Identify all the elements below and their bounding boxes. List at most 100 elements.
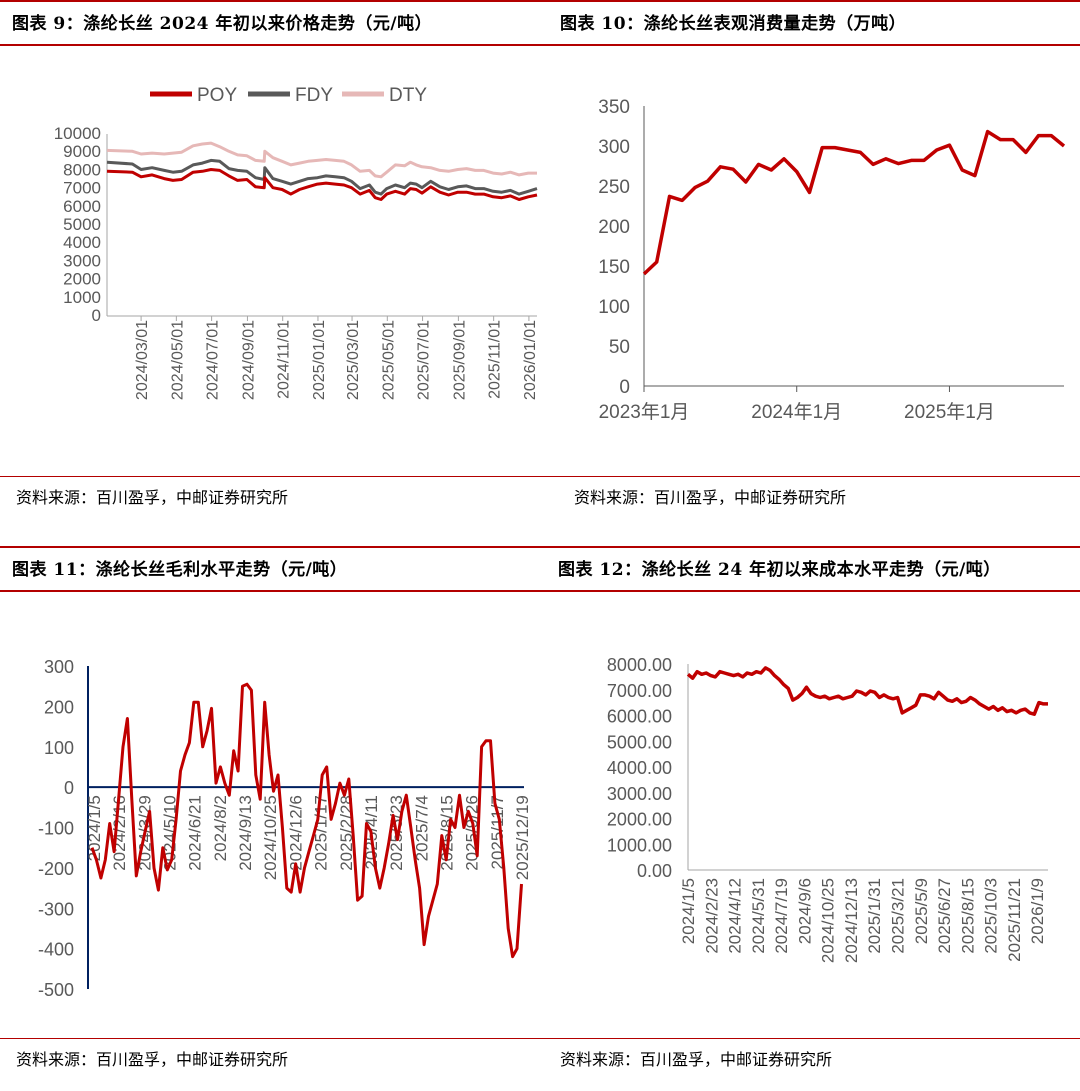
y-tick-label: 7000.00 [607,681,672,701]
y-tick-label: -100 [38,819,74,839]
y-tick-label: -400 [38,940,74,960]
top-rule [540,0,1080,2]
panel-consumption-trend: 图表 10：涤纶长丝表观消费量走势（万吨） 350 300 250 200 150 100… [540,0,1080,545]
y-tick-label: 8000.00 [607,655,672,675]
x-tick-label: 2023年1月 [599,401,690,423]
top-rule [540,546,1080,548]
y-tick-label: 0 [64,778,74,798]
chart-title: 图表 9：涤纶长丝 2024 年初以来价格走势（元/吨） [12,4,432,44]
series-line [644,132,1064,274]
y-tick-label: -200 [38,859,74,879]
x-tick-label: 2024/10/25 [261,795,280,880]
bottom-rule [0,476,540,477]
legend-label-poy: POY [197,85,237,106]
y-tick-label: 8000 [63,160,101,179]
x-tick-label: 2025/07/01 [416,320,433,400]
y-tick-label: 9000 [63,142,101,161]
y-tick-label: 1000 [63,288,101,307]
y-tick-label: 1000.00 [607,835,672,855]
bottom-rule [0,1038,540,1039]
y-tick-label: 50 [609,337,630,358]
x-tick-label: 2025/01/01 [311,320,328,400]
x-tick-label: 2025/5/9 [912,878,931,944]
x-tick-label: 2024年1月 [751,401,842,423]
legend-label-fdy: FDY [295,85,333,106]
y-tick-label: 0 [92,306,101,325]
source-note: 资料来源：百川盈孚，中邮证券研究所 [16,484,288,508]
cost-line-chart: 8000.00 7000.00 6000.00 5000.00 4000.00 3000.… [540,592,1080,1042]
y-tick-label: 3000 [63,251,101,270]
y-tick-label: -300 [38,899,74,919]
source-note: 资料来源：百川盈孚，中邮证券研究所 [560,1046,832,1070]
x-tick-label: 2025/11/01 [487,320,504,399]
y-tick-label: 6000 [63,197,101,216]
x-tick-label: 2024/10/25 [819,878,838,963]
y-tick-label: 6000.00 [607,707,672,727]
price-line-chart: 1000090008000700060005000400030002000100… [0,46,540,476]
x-tick-label: 2025年1月 [904,401,995,423]
x-tick-label: 2025/10/3 [982,878,1001,954]
top-rule [0,0,540,2]
y-tick-label: 200 [598,217,630,238]
y-tick-label: 5000 [63,215,101,234]
panel-cost-trend: 图表 12：涤纶长丝 24 年初以来成本水平走势（元/吨） 8000.00 700… [540,546,1080,1091]
y-tick-label: 200 [44,697,74,717]
x-tick-label: 2024/4/12 [726,878,745,954]
y-tick-label: 2000 [63,270,101,289]
x-tick-label: 2024/9/13 [236,795,255,871]
bottom-rule [540,476,1080,477]
bottom-rule [540,1038,1080,1039]
y-tick-label: 10000 [54,124,101,143]
x-tick-label: 2024/12/6 [286,795,305,871]
y-tick-label: 250 [598,177,630,198]
x-tick-label: 2024/07/01 [205,320,222,400]
x-tick-label: 2024/7/19 [772,878,791,954]
y-tick-label: 3000.00 [607,784,672,804]
panel-price-trend: 图表 9：涤纶长丝 2024 年初以来价格走势（元/吨） 10000 9000 80… [0,0,540,545]
y-tick-label: 4000 [63,233,101,252]
y-tick-label: 0.00 [637,861,672,881]
x-tick-label: 2024/6/21 [186,795,205,871]
x-tick-label: 2024/09/01 [240,320,257,400]
x-tick-label: 2025/11/21 [1005,878,1024,962]
y-tick-label: 7000 [63,179,101,198]
x-tick-label: 2025/3/21 [889,878,908,954]
x-tick-label: 2024/9/6 [795,878,814,944]
series-line [688,668,1048,714]
x-tick-label: 2024/1/5 [679,878,698,944]
x-tick-label: 2025/1/31 [865,878,884,954]
x-tick-label: 2024/11/01 [276,320,293,399]
x-tick-label: 2025/12/19 [513,795,532,880]
x-tick-label: 2024/5/31 [749,878,768,954]
x-tick-label: 2025/8/15 [958,878,977,954]
y-tick-label: -500 [38,980,74,1000]
chart-title: 图表 10：涤纶长丝表观消费量走势（万吨） [560,4,906,44]
y-tick-label: 150 [598,257,630,278]
chart-title: 图表 12：涤纶长丝 24 年初以来成本水平走势（元/吨） [558,550,1001,590]
x-tick-label: 2026/01/01 [522,320,539,400]
series-line [92,684,522,957]
x-tick-label: 2024/2/23 [702,878,721,954]
y-tick-label: 2000.00 [607,810,672,830]
x-tick-label: 2025/09/01 [451,320,468,400]
series-line-poy [107,170,537,200]
consumption-line-chart: 350 300 250 200 150 100 50 0 2023年1月 2024年1月 2025年… [540,46,1080,476]
y-tick-label: 350 [598,97,630,118]
top-rule [0,546,540,548]
chart-title: 图表 11：涤纶长丝毛利水平走势（元/吨） [12,550,347,590]
y-tick-label: 100 [44,738,74,758]
margin-line-chart: 300 200 100 0 -100 -200 -300 -400 -500 2024/1/5 20… [0,592,540,1042]
x-tick-label: 2025/03/01 [345,320,362,400]
x-tick-label: 2024/03/01 [134,320,151,400]
y-tick-label: 0 [619,377,630,398]
x-tick-label: 2025/6/27 [935,878,954,954]
panel-margin-trend: 图表 11：涤纶长丝毛利水平走势（元/吨） 300 200 100 0 -100 -200… [0,546,540,1091]
y-tick-label: 4000.00 [607,758,672,778]
source-note: 资料来源：百川盈孚，中邮证券研究所 [574,484,846,508]
x-tick-label: 2024/8/2 [211,795,230,861]
series-line-fdy [107,160,537,194]
x-tick-label: 2024/05/01 [169,320,186,400]
legend-label-dty: DTY [389,85,427,106]
y-tick-label: 100 [598,297,630,318]
x-tick-label: 2024/2/16 [110,795,129,871]
